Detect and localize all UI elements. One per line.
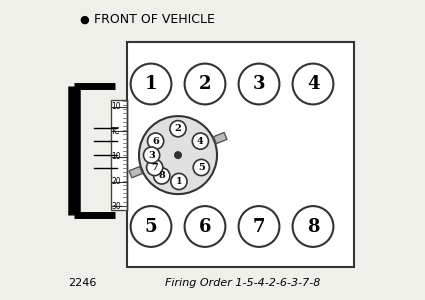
Text: 6: 6 <box>152 136 159 146</box>
Text: 6: 6 <box>199 218 211 236</box>
Text: 8: 8 <box>159 171 165 180</box>
Text: 3: 3 <box>253 75 265 93</box>
Circle shape <box>170 121 186 137</box>
Circle shape <box>147 133 164 149</box>
Circle shape <box>130 206 171 247</box>
Text: 4: 4 <box>197 136 204 146</box>
Circle shape <box>184 206 225 247</box>
Circle shape <box>171 173 187 190</box>
Text: FRONT OF VEHICLE: FRONT OF VEHICLE <box>94 13 215 26</box>
Circle shape <box>292 64 333 104</box>
Text: 2: 2 <box>199 75 211 93</box>
Text: 30: 30 <box>111 202 121 211</box>
Text: 7: 7 <box>151 163 158 172</box>
Text: 7: 7 <box>253 218 265 236</box>
Circle shape <box>175 152 181 158</box>
Bar <box>110 100 127 210</box>
Polygon shape <box>214 132 227 144</box>
Circle shape <box>238 206 279 247</box>
Circle shape <box>193 159 210 176</box>
Text: 1: 1 <box>145 75 157 93</box>
Circle shape <box>130 64 171 104</box>
Circle shape <box>147 159 163 176</box>
Circle shape <box>192 133 209 149</box>
Circle shape <box>238 64 279 104</box>
Circle shape <box>144 147 160 163</box>
Text: 5: 5 <box>144 218 157 236</box>
Text: 3: 3 <box>148 151 155 160</box>
Circle shape <box>154 168 170 184</box>
Text: ●: ● <box>79 14 89 25</box>
Text: 2246: 2246 <box>68 278 97 289</box>
Text: 4: 4 <box>307 75 319 93</box>
Polygon shape <box>129 167 142 178</box>
Text: 10: 10 <box>111 102 121 111</box>
Circle shape <box>184 64 225 104</box>
Text: TC: TC <box>111 127 121 136</box>
Text: 2: 2 <box>175 124 181 133</box>
Text: 8: 8 <box>307 218 319 236</box>
Text: Firing Order 1-5-4-2-6-3-7-8: Firing Order 1-5-4-2-6-3-7-8 <box>165 278 320 289</box>
Bar <box>127 42 354 267</box>
Text: 1: 1 <box>176 177 182 186</box>
Circle shape <box>139 116 217 194</box>
Text: 5: 5 <box>198 163 205 172</box>
Text: 10: 10 <box>111 152 121 161</box>
Text: 20: 20 <box>111 177 121 186</box>
Circle shape <box>292 206 333 247</box>
